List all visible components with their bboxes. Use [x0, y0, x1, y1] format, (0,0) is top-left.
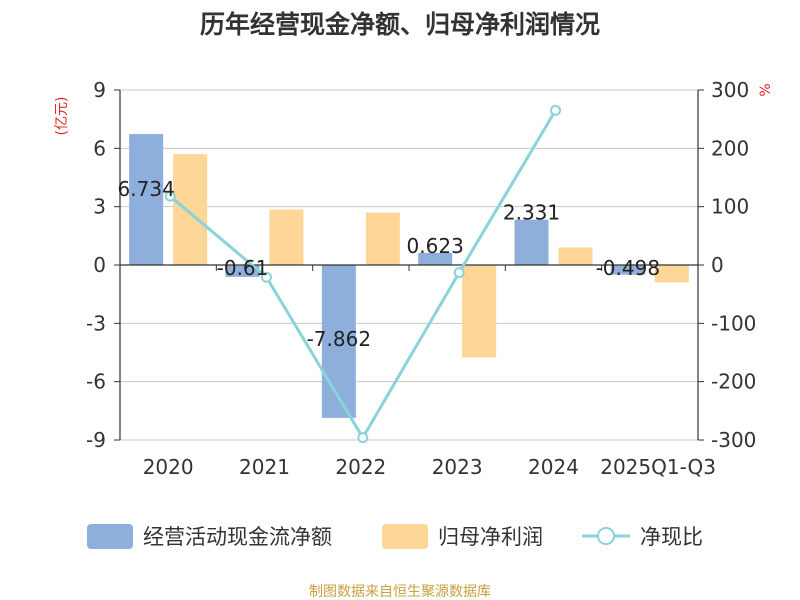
bar-operating-cash [129, 134, 164, 265]
data-label-operating-cash: 6.734 [118, 177, 175, 201]
bar-operating-cash [418, 252, 453, 265]
bar-net-profit [269, 209, 304, 265]
bar-net-profit [173, 154, 208, 265]
bar-net-profit [654, 265, 689, 283]
ratio-point [164, 190, 176, 202]
source-note: 制图数据来自恒生聚源数据库 [309, 584, 491, 600]
right-tick-label: -300 [711, 428, 756, 452]
left-tick-label: -3 [86, 311, 106, 335]
category-label: 2025Q1-Q3 [600, 455, 716, 479]
bar-operating-cash [321, 265, 356, 418]
right-tick-label: 300 [711, 78, 749, 102]
category-label: 2020 [143, 455, 194, 479]
data-label-operating-cash: -0.498 [596, 256, 660, 280]
legend-label-operating-cash: 经营活动现金流净额 [143, 525, 332, 549]
legend-swatch-operating-cash [87, 524, 133, 549]
axes [114, 89, 704, 441]
tick-labels: 9 300 6 200 3 100 0 0 -3 -100 -6 -200 -9 -300 2020 2021… [86, 78, 756, 479]
data-label-operating-cash: 2.331 [503, 201, 560, 225]
data-label-operating-cash: -0.61 [217, 256, 269, 280]
bar-net-profit [558, 247, 593, 265]
legend-label-net-profit: 归母净利润 [438, 525, 543, 549]
left-tick-label: 9 [93, 78, 106, 102]
right-tick-label: 200 [711, 136, 749, 160]
legend-swatch-ratio-marker [597, 527, 615, 545]
right-tick-label: -100 [711, 311, 756, 335]
ratio-point [357, 432, 369, 444]
left-tick-label: 6 [93, 136, 106, 160]
legend-label-ratio: 净现比 [640, 525, 703, 549]
right-tick-label: -200 [711, 370, 756, 394]
right-axis-unit: % [758, 83, 774, 96]
chart-title: 历年经营现金净额、归母净利润情况 [200, 10, 600, 39]
category-label: 2024 [528, 455, 579, 479]
gridlines [120, 89, 698, 441]
data-labels: 6.734 -0.61 -7.862 0.623 2.331 -0.498 [118, 177, 661, 351]
left-axis-unit: (亿元) [54, 97, 70, 136]
ratio-point [261, 271, 272, 283]
category-label: 2021 [239, 455, 290, 479]
data-label-operating-cash: -7.862 [307, 327, 371, 351]
bars [129, 134, 689, 418]
ratio-line [164, 104, 561, 444]
left-tick-label: 3 [93, 195, 106, 219]
bar-operating-cash [225, 265, 260, 277]
bar-operating-cash [610, 265, 645, 275]
bar-net-profit [365, 212, 400, 265]
left-tick-label: -9 [86, 428, 106, 452]
bar-net-profit [462, 265, 497, 358]
bar-operating-cash [514, 219, 549, 265]
right-tick-label: 100 [711, 195, 749, 219]
left-tick-label: 0 [93, 253, 106, 277]
ratio-point [550, 104, 561, 116]
category-label: 2023 [432, 455, 483, 479]
right-tick-label: 0 [711, 253, 724, 277]
ratio-point [453, 267, 465, 279]
data-label-operating-cash: 0.623 [407, 234, 464, 258]
category-label: 2022 [335, 455, 386, 479]
legend: 经营活动现金流净额 归母净利润 净现比 [87, 524, 703, 549]
left-tick-label: -6 [86, 370, 106, 394]
legend-swatch-net-profit [382, 524, 428, 549]
